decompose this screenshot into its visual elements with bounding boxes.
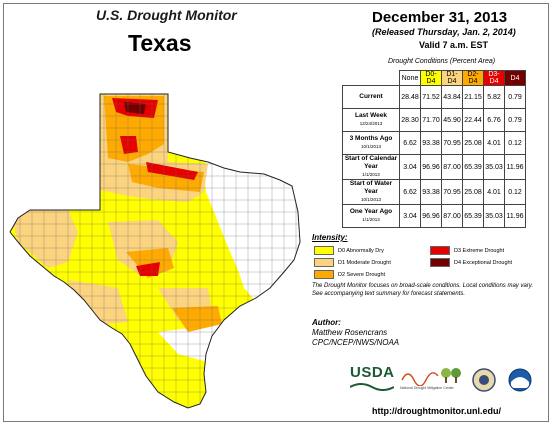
legend-swatch: [314, 246, 334, 255]
table-row: One Year Ago 1/1/2013 3.04 96.96 87.00 65…: [342, 204, 526, 228]
table-corner: [343, 71, 400, 86]
map-frame: [3, 3, 549, 422]
col-d0-d4: D0-D4: [420, 70, 442, 86]
legend-swatch: [430, 258, 450, 267]
table-cell: 65.39: [462, 154, 484, 180]
table-cell: 28.30: [399, 108, 421, 132]
table-cell: 11.96: [504, 204, 526, 228]
table-cell: 71.52: [420, 85, 442, 109]
valid-time: Valid 7 a.m. EST: [419, 40, 489, 50]
table-row: Last Week 12/24/2013 28.30 71.70 45.90 22…: [342, 108, 526, 132]
doc-seal-logo: [472, 368, 496, 397]
table-cell: 93.38: [420, 131, 442, 155]
monitor-title: U.S. Drought Monitor: [96, 7, 237, 23]
author-org: CPC/NCEP/NWS/NOAA: [312, 338, 400, 347]
row-label: Last Week 12/24/2013: [342, 108, 400, 132]
table-cell: 3.04: [399, 154, 421, 180]
table-cell: 0.12: [504, 179, 526, 205]
usda-logo: USDA: [350, 364, 394, 394]
table-cell: 6.62: [399, 131, 421, 155]
table-cell: 22.44: [462, 108, 484, 132]
table-cell: 93.38: [420, 179, 442, 205]
table-cell: 70.95: [441, 179, 463, 205]
legend-item-d4: D4 Exceptional Drought: [430, 258, 512, 267]
table-row: Start of Calendar Year 1/1/2013 3.04 96.9…: [342, 154, 526, 180]
legend-item-d3: D3 Extreme Drought: [430, 246, 504, 255]
col-d2-d4: D2-D4: [462, 70, 484, 86]
texas-drought-map: [9, 93, 301, 409]
table-cell: 87.00: [441, 154, 463, 180]
author-person: Matthew Rosencrans: [312, 328, 388, 337]
table-header-row: None D0-D4 D1-D4 D2-D4 D3-D4 D4: [343, 70, 526, 86]
table-cell: 6.76: [483, 108, 505, 132]
col-d1-d4: D1-D4: [441, 70, 463, 86]
table-cell: 71.70: [420, 108, 442, 132]
state-title: Texas: [128, 30, 192, 56]
table-row: Start of Water Year 10/1/2013 6.62 93.38 …: [342, 179, 526, 205]
table-cell: 0.12: [504, 131, 526, 155]
table-cell: 0.79: [504, 108, 526, 132]
intensity-title: Intensity:: [312, 233, 348, 242]
table-cell: 6.62: [399, 179, 421, 205]
author-label: Author:: [312, 318, 341, 327]
ndmc-logo: National Drought Mitigation Center: [400, 366, 466, 396]
drought-statistics-table: None D0-D4 D1-D4 D2-D4 D3-D4 D4 Current …: [342, 70, 526, 228]
table-cell: 4.01: [483, 131, 505, 155]
legend-swatch: [430, 246, 450, 255]
col-none: None: [399, 70, 421, 86]
noaa-logo: [508, 368, 532, 397]
legend-item-d1: D1 Moderate Drought: [314, 258, 391, 267]
legend-swatch: [314, 270, 334, 279]
row-label: One Year Ago 1/1/2013: [342, 204, 400, 228]
table-cell: 25.08: [462, 179, 484, 205]
table-cell: 28.48: [399, 85, 421, 109]
disclaimer-note: The Drought Monitor focuses on broad-sca…: [312, 283, 534, 297]
table-cell: 87.00: [441, 204, 463, 228]
legend-item-d0: D0 Abnormally Dry: [314, 246, 384, 255]
legend-item-d2: D2 Severe Drought: [314, 270, 385, 279]
table-cell: 4.01: [483, 179, 505, 205]
table-cell: 96.96: [420, 154, 442, 180]
author-name: Matthew Rosencrans CPC/NCEP/NWS/NOAA: [312, 328, 399, 348]
table-cell: 11.96: [504, 154, 526, 180]
table-row: Current 28.48 71.52 43.84 21.15 5.82 0.7…: [342, 85, 526, 109]
legend-swatch: [314, 258, 334, 267]
row-label: Start of Calendar Year 1/1/2013: [342, 154, 400, 180]
table-cell: 96.96: [420, 204, 442, 228]
table-cell: 0.79: [504, 85, 526, 109]
table-row: 3 Months Ago 10/1/2013 6.62 93.38 70.95 2…: [342, 131, 526, 155]
release-date: (Released Thursday, Jan. 2, 2014): [372, 27, 516, 37]
table-cell: 70.95: [441, 131, 463, 155]
table-cell: 35.03: [483, 204, 505, 228]
table-cell: 45.90: [441, 108, 463, 132]
table-cell: 65.39: [462, 204, 484, 228]
table-cell: 3.04: [399, 204, 421, 228]
table-cell: 43.84: [441, 85, 463, 109]
map-date: December 31, 2013: [372, 9, 508, 26]
conditions-title: Drought Conditions (Percent Area): [388, 58, 496, 65]
table-cell: 5.82: [483, 85, 505, 109]
table-cell: 25.08: [462, 131, 484, 155]
row-label: 3 Months Ago 10/1/2013: [342, 131, 400, 155]
table-cell: 35.03: [483, 154, 505, 180]
row-label: Start of Water Year 10/1/2013: [342, 179, 400, 205]
col-d3-d4: D3-D4: [483, 70, 505, 86]
col-d4: D4: [504, 70, 526, 86]
monitor-url-link[interactable]: http://droughtmonitor.unl.edu/: [372, 406, 501, 416]
row-label: Current: [342, 85, 400, 109]
table-cell: 21.15: [462, 85, 484, 109]
